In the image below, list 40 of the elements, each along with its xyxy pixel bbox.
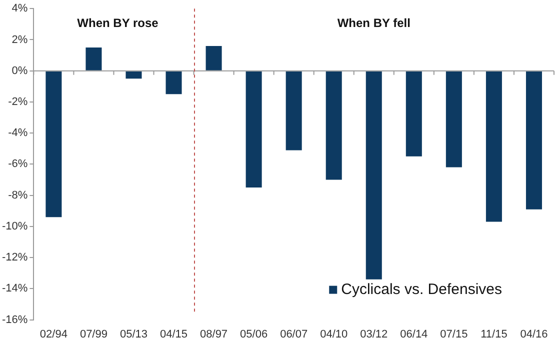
bar <box>326 71 342 180</box>
bar <box>246 71 262 188</box>
y-tick-label: -8% <box>8 189 28 202</box>
y-tick-label: -10% <box>2 220 28 232</box>
bar <box>526 71 542 210</box>
y-tick-label: 4% <box>12 2 28 15</box>
y-tick-label: -14% <box>2 282 28 295</box>
bar <box>126 71 142 79</box>
bar <box>406 71 422 156</box>
x-tick-label: 05/13 <box>120 328 148 340</box>
y-tick-label: -4% <box>8 127 28 140</box>
bar <box>166 71 182 94</box>
x-tick-label: 04/16 <box>520 328 548 340</box>
bar <box>486 71 502 222</box>
bar <box>366 71 382 280</box>
x-tick-label: 02/94 <box>40 328 68 340</box>
annotation: When BY fell <box>337 16 410 30</box>
legend-label: Cyclicals vs. Defensives <box>341 280 502 298</box>
annotation: When BY rose <box>77 16 159 30</box>
x-tick-label: 08/97 <box>200 328 228 340</box>
bar <box>286 71 302 150</box>
y-tick-label: 2% <box>12 34 28 46</box>
x-tick-label: 07/15 <box>440 328 468 340</box>
bar <box>46 71 62 218</box>
bar <box>446 71 462 168</box>
x-tick-label: 05/06 <box>240 328 268 340</box>
x-tick-label: 06/07 <box>280 328 308 340</box>
x-tick-label: 04/10 <box>320 328 348 340</box>
y-tick-label: 0% <box>12 64 28 77</box>
y-tick-label: -12% <box>2 252 28 264</box>
bar <box>86 48 102 70</box>
x-tick-label: 07/99 <box>80 328 108 340</box>
y-tick-label: -2% <box>8 96 28 108</box>
x-tick-label: 04/15 <box>160 328 188 340</box>
y-tick-label: -6% <box>8 158 28 170</box>
y-tick-label: -16% <box>2 314 28 326</box>
x-tick-label: 06/14 <box>400 328 428 340</box>
x-tick-label: 11/15 <box>480 328 508 340</box>
x-tick-label: 03/12 <box>360 328 388 340</box>
bar <box>206 46 222 70</box>
